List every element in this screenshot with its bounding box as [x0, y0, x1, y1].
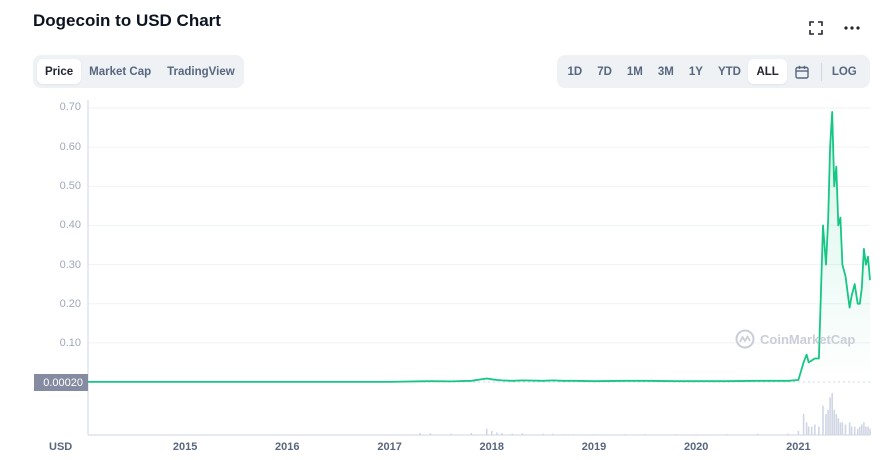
x-tick-label: 2019 — [581, 441, 607, 453]
price-chart[interactable] — [0, 95, 887, 460]
range-all[interactable]: ALL — [748, 59, 787, 84]
range-divider — [820, 62, 822, 81]
volume-bar — [429, 433, 432, 435]
volume-bar — [831, 393, 833, 435]
y-tick-label: 0.60 — [59, 141, 81, 153]
volume-bar — [552, 433, 554, 435]
expand-icon[interactable] — [807, 19, 825, 37]
volume-bar — [695, 434, 697, 435]
volume-bar — [827, 409, 829, 435]
volume-bar — [501, 432, 503, 435]
y-tick-label: 0.50 — [59, 180, 81, 192]
volume-bar — [572, 434, 575, 435]
y-tick-label: 0.30 — [59, 259, 81, 271]
volume-bar — [810, 426, 813, 435]
current-price-tag: 0.00020 — [34, 374, 88, 391]
range-1y[interactable]: 1Y — [688, 65, 703, 78]
x-tick-label: 2016 — [275, 441, 300, 453]
volume-bar — [542, 433, 544, 435]
volume-bar — [839, 422, 842, 435]
volume-bar — [726, 434, 728, 435]
volume-bar — [419, 432, 421, 435]
volume-bar — [863, 422, 865, 435]
price-series-line — [82, 111, 871, 383]
volume-bar — [496, 432, 498, 435]
volume-bar — [593, 434, 595, 435]
coinmarketcap-watermark: CoinMarketCap — [735, 329, 855, 349]
volume-bar — [853, 426, 856, 435]
y-tick-label: 0.40 — [59, 219, 81, 231]
watermark-text: CoinMarketCap — [760, 331, 856, 347]
calendar-icon[interactable] — [787, 61, 817, 83]
volume-bar — [835, 414, 838, 435]
volume-bar — [818, 426, 820, 435]
volume-bar — [814, 424, 816, 435]
x-tick-label: 2017 — [377, 441, 402, 453]
volume-bar — [511, 433, 513, 435]
range-tabs: 1D 7D 1M 3M 1Y YTD ALL LOG — [557, 55, 870, 88]
volume-bar — [485, 428, 488, 435]
page-title: Dogecoin to USD Chart — [33, 11, 221, 30]
y-tick-label: 0.70 — [59, 101, 81, 113]
tab-tradingview[interactable]: TradingView — [167, 65, 235, 78]
volume-bar — [833, 409, 835, 435]
x-tick-label: 2020 — [683, 441, 709, 453]
range-ytd[interactable]: YTD — [717, 65, 741, 78]
volume-bar — [856, 428, 859, 435]
volume-bar — [491, 430, 493, 435]
tab-market-cap[interactable]: Market Cap — [89, 65, 152, 78]
volume-bar — [562, 434, 565, 435]
volume-bar — [822, 405, 824, 435]
range-1d[interactable]: 1D — [567, 65, 583, 78]
chart-type-tabs: Price Market Cap TradingView — [33, 55, 244, 88]
volume-bar — [623, 434, 626, 435]
tab-price[interactable]: Price — [37, 59, 82, 84]
currency-label: USD — [49, 441, 73, 453]
range-1m[interactable]: 1M — [626, 65, 643, 78]
volume-bar — [807, 426, 810, 435]
volume-bar — [675, 434, 677, 435]
y-tick-label: 0.10 — [59, 337, 81, 349]
volume-bar — [450, 433, 452, 435]
more-horizontal-icon[interactable] — [842, 19, 862, 37]
volume-bar — [867, 426, 869, 435]
coinmarketcap-logo-icon — [735, 329, 755, 349]
volume-bar — [470, 432, 473, 435]
range-3m[interactable]: 3M — [657, 65, 674, 78]
volume-bar — [756, 433, 759, 435]
volume-bar — [869, 428, 871, 435]
volume-bar — [841, 422, 844, 435]
volume-bar — [644, 434, 646, 435]
volume-bar — [861, 424, 863, 435]
volume-bar — [848, 422, 851, 435]
volume-bar — [844, 424, 847, 435]
volume-bar — [802, 414, 805, 435]
volume-bar — [797, 430, 800, 435]
x-tick-label: 2018 — [479, 441, 505, 453]
x-tick-label: 2015 — [172, 441, 198, 453]
range-7d[interactable]: 7D — [597, 65, 612, 78]
y-tick-label: 0.20 — [59, 298, 81, 310]
volume-bar — [805, 422, 808, 435]
log-toggle[interactable]: LOG — [831, 65, 857, 78]
volume-bar — [865, 426, 867, 435]
volume-bar — [837, 418, 840, 435]
x-tick-label: 2021 — [786, 441, 811, 453]
volume-bar — [850, 426, 853, 435]
volume-bar — [825, 414, 827, 435]
volume-bar — [829, 397, 831, 435]
volume-bar — [787, 433, 789, 435]
volume-bar — [859, 426, 861, 435]
volume-bar — [521, 433, 524, 435]
